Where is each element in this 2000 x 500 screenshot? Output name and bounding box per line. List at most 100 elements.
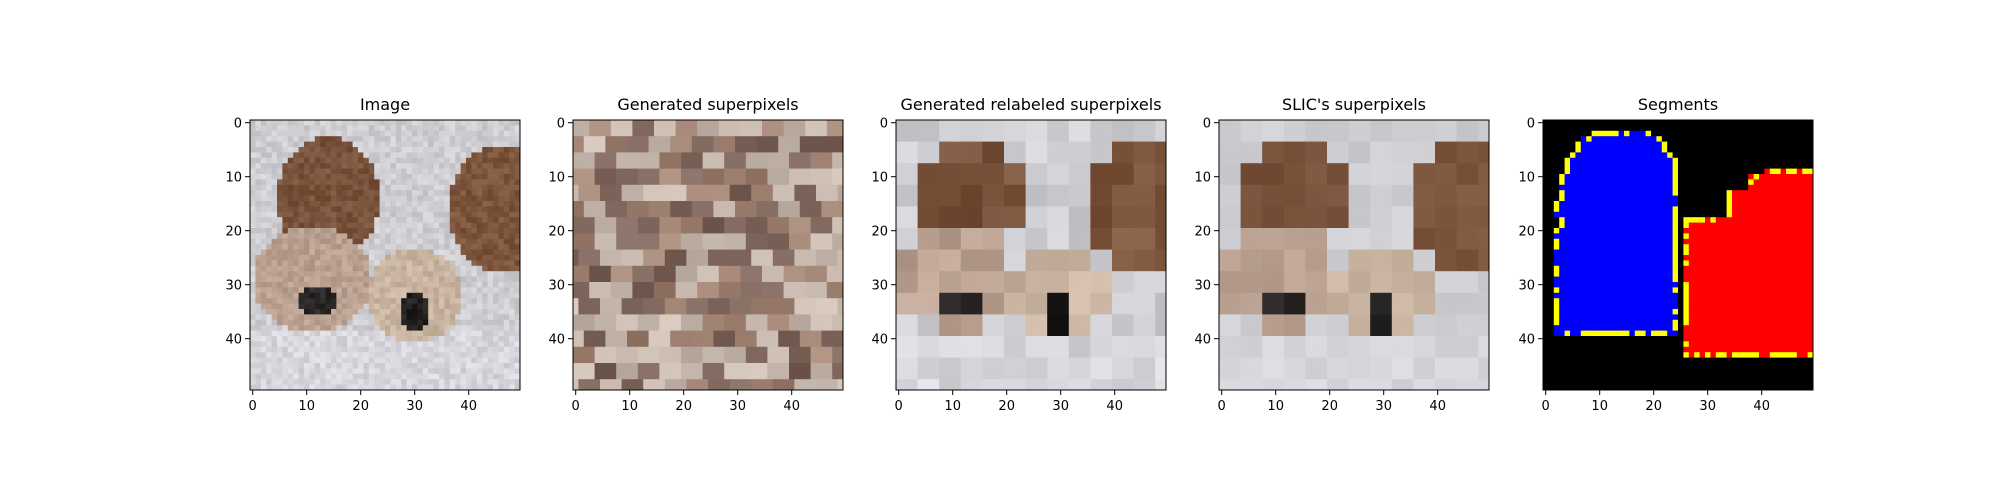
pixel-cell (718, 276, 725, 283)
pixel-cell (621, 238, 628, 245)
pixel-cell (718, 141, 725, 148)
pixel-cell (271, 292, 278, 299)
pixel-cell (482, 174, 488, 180)
pixel-cell (250, 168, 256, 175)
pixel-cell (266, 287, 272, 294)
pixel-cell (412, 184, 418, 191)
pixel-cell (767, 163, 774, 169)
pixel-cell (314, 319, 321, 326)
pixel-cell (341, 292, 348, 299)
pixel-cell (670, 233, 676, 240)
pixel-cell (826, 222, 833, 229)
pixel-cell (439, 217, 445, 223)
pixel-cell (449, 244, 456, 250)
pixel-cell (460, 141, 467, 148)
pixel-cell (347, 217, 353, 223)
pixel-cell (309, 222, 316, 229)
pixel-cell (729, 346, 736, 353)
pixel-cell (789, 141, 795, 148)
pixel-cell (594, 265, 601, 272)
pixel-cell (363, 298, 370, 304)
pixel-cell (460, 373, 467, 380)
pixel-cell (594, 319, 601, 326)
pixel-cell (287, 287, 294, 294)
pixel-cell (320, 325, 326, 331)
pixel-cell (255, 373, 262, 380)
pixel-cell (309, 141, 316, 148)
pixel-cell (314, 298, 321, 304)
pixel-cell (648, 147, 655, 153)
pixel-cell (341, 174, 348, 180)
pixel-cell (260, 357, 267, 364)
pixel-cell (632, 368, 639, 375)
pixel-cell (466, 201, 472, 207)
pixel-cell (455, 141, 461, 148)
pixel-cell (605, 157, 612, 164)
pixel-cell (439, 238, 445, 245)
pixel-cell (756, 368, 763, 375)
pixel-cell (837, 228, 844, 234)
pixel-cell (412, 363, 418, 369)
pixel-cell (686, 255, 693, 261)
pixel-cell (664, 357, 671, 364)
pixel-cell (686, 265, 693, 272)
pixel-cell (729, 184, 736, 191)
pixel-cell (260, 373, 267, 380)
pixel-cell (336, 379, 343, 385)
pixel-cell (681, 319, 687, 326)
pixel-cell (654, 384, 660, 391)
pixel-cell (422, 379, 429, 385)
pixel-cell (287, 330, 294, 337)
pixel-cell (304, 325, 310, 331)
pixel-cell (735, 336, 741, 342)
pixel-cell (509, 341, 515, 348)
pixel-cell (509, 249, 515, 256)
pixel-cell (331, 363, 337, 369)
pixel-cell (422, 330, 429, 337)
pixel-cell (600, 271, 606, 277)
pixel-cell (805, 298, 811, 304)
pixel-cell (439, 201, 445, 207)
pixel-cell (368, 363, 375, 369)
pixel-cell (466, 265, 472, 272)
pixel-cell (487, 179, 494, 186)
pixel-cell (352, 120, 359, 126)
pixel-cell (250, 206, 256, 213)
pixel-cell (368, 120, 375, 126)
pixel-cell (594, 222, 601, 229)
pixel-cell (702, 303, 709, 310)
pixel-cell (325, 184, 332, 191)
pixel-cell (422, 255, 429, 261)
pixel-cell (255, 282, 262, 288)
pixel-cell (654, 238, 660, 245)
pixel-cell (610, 352, 617, 358)
pixel-cell (498, 130, 505, 137)
pixel-cell (336, 260, 343, 267)
pixel-cell (637, 346, 644, 353)
pixel-cell (583, 314, 590, 321)
pixel-cell (347, 384, 353, 391)
pixel-cell (304, 147, 310, 153)
pixel-cell (799, 228, 806, 234)
pixel-cell (589, 249, 595, 256)
pixel-cell (390, 157, 397, 164)
pixel-cell (493, 147, 499, 153)
pixel-cell (670, 298, 676, 304)
pixel-cell (466, 238, 472, 245)
pixel-cell (627, 238, 633, 245)
pixel-cell (363, 206, 370, 213)
pixel-cell (675, 136, 682, 142)
pixel-cell (772, 157, 779, 164)
pixel-cell (589, 265, 595, 272)
pixel-cell (325, 352, 332, 358)
pixel-cell (654, 147, 660, 153)
pixel-cell (390, 357, 397, 364)
pixel-cell (433, 255, 440, 261)
pixel-cell (610, 120, 617, 126)
pixel-cell (498, 276, 505, 283)
pixel-cell (686, 357, 693, 364)
pixel-cell (277, 244, 283, 250)
pixel-cell (610, 174, 617, 180)
pixel-cell (277, 211, 283, 218)
pixel-cell (691, 309, 698, 315)
